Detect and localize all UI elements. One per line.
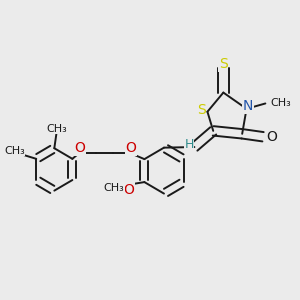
Text: H: H [184, 138, 194, 151]
Text: CH₃: CH₃ [4, 146, 25, 156]
Text: S: S [197, 103, 206, 117]
Text: N: N [243, 99, 253, 113]
Text: O: O [74, 141, 85, 155]
Text: CH₃: CH₃ [271, 98, 291, 109]
Text: O: O [123, 183, 134, 197]
Text: O: O [126, 141, 136, 155]
Text: CH₃: CH₃ [103, 183, 124, 193]
Text: S: S [219, 57, 228, 71]
Text: O: O [266, 130, 277, 144]
Text: CH₃: CH₃ [47, 124, 68, 134]
